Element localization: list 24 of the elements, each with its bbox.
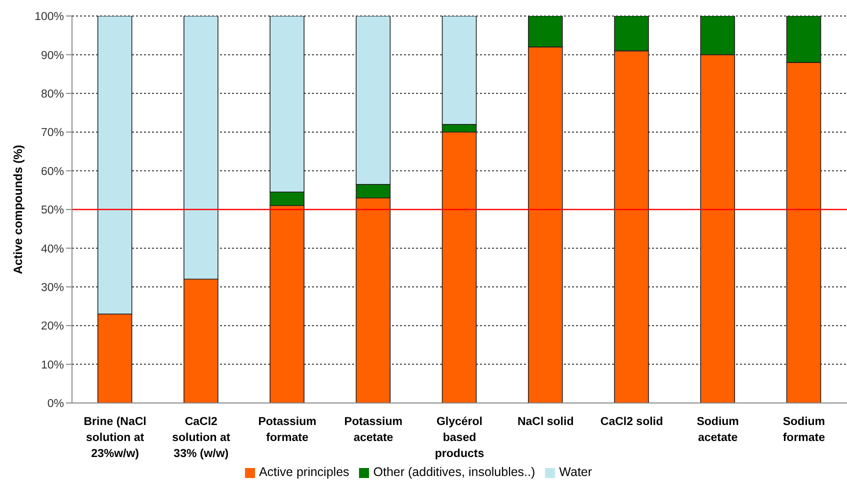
legend-label: Other (additives, insolubles..) (373, 465, 536, 479)
y-tick-label: 60% (40, 166, 64, 178)
y-tick-label: 50% (40, 204, 64, 217)
x-tick-label: Sodium formate (782, 416, 826, 444)
y-tick-label: 80% (40, 88, 64, 100)
y-tick-label: 100% (34, 11, 64, 24)
x-tick-label: Sodium acetate (696, 416, 739, 444)
y-tick-label: 20% (40, 320, 64, 333)
legend-label: Water (559, 465, 592, 479)
x-tick-label: Potassium formate (258, 416, 316, 444)
y-tick-label: 90% (40, 50, 64, 62)
x-tick-label: CaCl2 solid (600, 416, 664, 428)
y-tick-label: 0% (47, 398, 64, 410)
y-tick-label: 30% (40, 282, 64, 294)
y-tick-label: 10% (40, 359, 64, 372)
y-axis-title: Active compounds (%) (11, 144, 25, 274)
x-tick-label: NaCl solid (517, 416, 574, 428)
x-tick-label: Glycérol based products (434, 416, 484, 460)
x-tick-label: CaCl2 solution at 33% (w/w) (172, 416, 230, 460)
x-tick-label: Potassium acetate (344, 416, 402, 444)
y-tick-label: 40% (40, 243, 64, 256)
legend-label: Active principles (258, 465, 350, 479)
y-tick-label: 70% (40, 127, 64, 140)
x-tick-label: Brine (NaCl solution at 23%w/w) (84, 416, 146, 460)
